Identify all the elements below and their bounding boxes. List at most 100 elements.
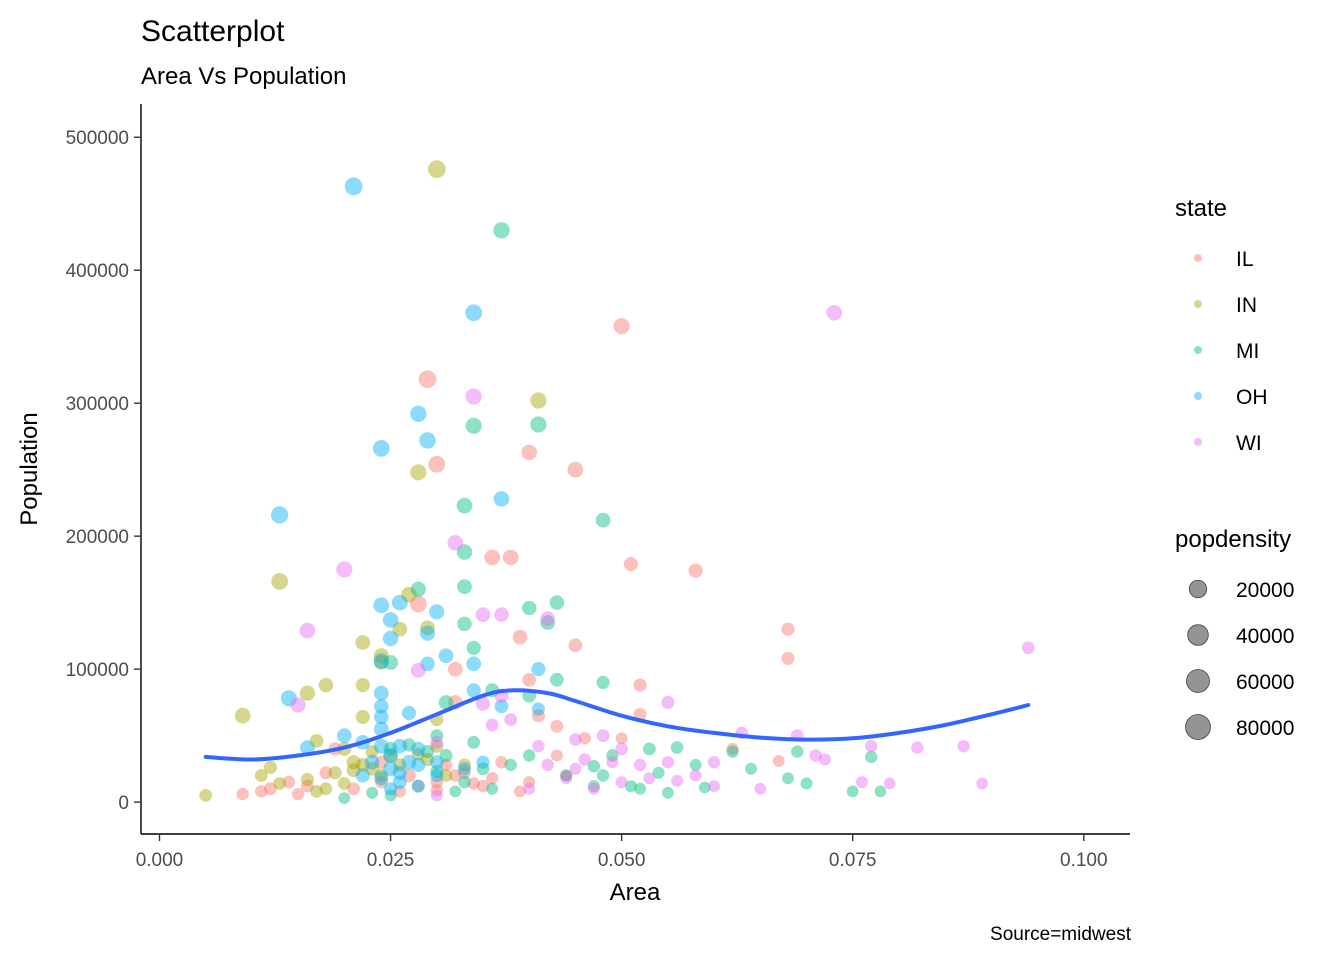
point-wi-3 xyxy=(336,561,353,578)
point-in-24 xyxy=(263,760,277,775)
x-tick-label: 0.050 xyxy=(598,850,646,871)
point-wi-36 xyxy=(819,753,831,766)
point-in-34 xyxy=(439,769,453,782)
chart-subtitle: Area Vs Population xyxy=(141,63,346,90)
point-oh-33 xyxy=(401,754,417,770)
point-mi-25 xyxy=(596,769,610,782)
point-oh-22 xyxy=(374,709,389,725)
point-mi-50 xyxy=(384,789,397,802)
point-il-2 xyxy=(428,455,446,473)
point-in-38 xyxy=(365,745,379,759)
point-mi-9 xyxy=(521,600,537,616)
point-il-9 xyxy=(409,595,427,613)
color-legend: state IL IN MI OH WI xyxy=(1175,195,1268,455)
point-mi-12 xyxy=(466,640,481,655)
y-ticks: 0 100000 200000 300000 400000 500000 xyxy=(66,128,141,814)
point-mi-48 xyxy=(338,792,351,804)
point-in-11 xyxy=(299,685,315,701)
point-wi-6 xyxy=(540,611,555,626)
point-in-33 xyxy=(411,747,425,761)
point-il-38 xyxy=(282,775,296,789)
point-wi-16 xyxy=(911,741,924,754)
legend-label-wi: WI xyxy=(1236,432,1262,455)
point-wi-46 xyxy=(430,735,444,749)
x-tick-label: 0.100 xyxy=(1060,850,1108,871)
point-mi-51 xyxy=(467,735,481,749)
point-mi-27 xyxy=(689,758,702,771)
point-mi-22 xyxy=(791,745,804,758)
axes xyxy=(140,104,1130,835)
point-oh-12 xyxy=(382,630,399,647)
point-oh-29 xyxy=(373,721,389,737)
x-axis-title: Area xyxy=(610,879,661,906)
point-il-8 xyxy=(688,563,703,578)
point-mi-38 xyxy=(476,762,490,776)
point-mi-5 xyxy=(456,544,473,560)
point-in-15 xyxy=(309,734,324,748)
point-oh-46 xyxy=(476,755,490,769)
point-mi-23 xyxy=(865,750,878,764)
point-oh-3 xyxy=(419,432,436,449)
point-mi-41 xyxy=(439,748,453,763)
point-oh-40 xyxy=(355,768,370,783)
point-wi-24 xyxy=(596,729,610,742)
point-oh-1 xyxy=(465,304,483,322)
size-label-60000: 60000 xyxy=(1236,671,1294,694)
point-in-35 xyxy=(458,758,471,772)
point-in-23 xyxy=(254,769,268,782)
point-il-5 xyxy=(484,549,501,566)
point-wi-44 xyxy=(485,718,499,732)
point-mi-17 xyxy=(550,672,564,687)
point-in-36 xyxy=(319,782,333,796)
point-mi-32 xyxy=(874,785,887,798)
point-oh-11 xyxy=(419,625,436,641)
point-il-16 xyxy=(633,678,647,692)
point-in-18 xyxy=(365,761,379,776)
point-in-19 xyxy=(383,748,398,763)
size-key-20000 xyxy=(1188,579,1208,599)
point-in-7 xyxy=(355,635,371,650)
point-oh-45 xyxy=(457,762,472,776)
point-il-26 xyxy=(439,758,453,772)
point-wi-40 xyxy=(523,782,536,795)
point-mi-2 xyxy=(530,416,547,433)
point-mi-1 xyxy=(465,417,482,434)
point-il-15 xyxy=(522,672,537,687)
point-il-49 xyxy=(467,777,480,790)
size-legend: popdensity 20000 40000 60000 80000 xyxy=(1175,526,1294,740)
point-wi-23 xyxy=(615,742,628,756)
legend-key-wi xyxy=(1194,438,1202,446)
point-mi-19 xyxy=(643,742,656,756)
legend-label-mi: MI xyxy=(1236,340,1259,363)
point-in-6 xyxy=(392,621,408,637)
point-oh-13 xyxy=(373,653,390,669)
point-wi-26 xyxy=(578,753,591,766)
point-il-7 xyxy=(623,557,639,572)
point-wi-21 xyxy=(661,756,675,769)
point-wi-43 xyxy=(532,740,545,753)
size-label-20000: 20000 xyxy=(1236,579,1294,602)
point-il-50 xyxy=(486,772,499,785)
point-il-46 xyxy=(412,779,425,793)
point-oh-10 xyxy=(382,612,399,628)
point-oh-36 xyxy=(373,738,389,754)
point-il-22 xyxy=(615,732,628,745)
y-tick-label: 300000 xyxy=(66,394,129,415)
point-mi-46 xyxy=(449,785,462,798)
point-il-30 xyxy=(458,766,471,780)
point-oh-8 xyxy=(391,594,408,611)
point-mi-35 xyxy=(587,780,600,793)
point-wi-8 xyxy=(410,663,426,678)
point-in-3 xyxy=(271,573,288,590)
point-wi-32 xyxy=(671,774,684,787)
smooth-line xyxy=(203,688,1031,762)
point-oh-16 xyxy=(420,656,435,672)
legend-key-il xyxy=(1194,254,1202,262)
point-mi-13 xyxy=(383,655,398,670)
x-tick-label: 0.075 xyxy=(829,850,877,871)
point-il-11 xyxy=(568,638,583,653)
point-il-28 xyxy=(402,768,416,783)
point-mi-30 xyxy=(800,777,813,790)
point-il-24 xyxy=(772,755,785,767)
point-wi-31 xyxy=(643,772,656,785)
